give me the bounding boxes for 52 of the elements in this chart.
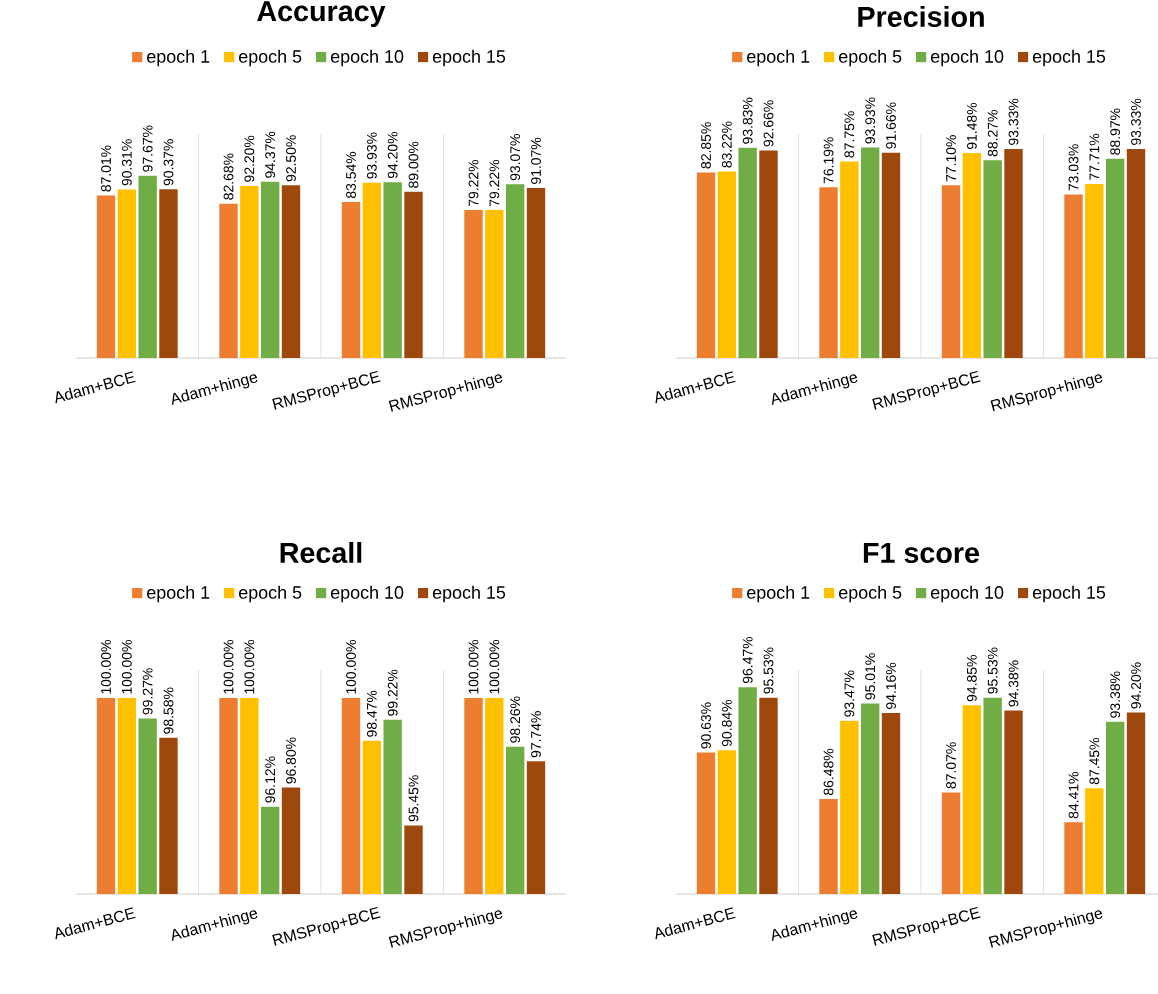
bar	[1064, 194, 1083, 358]
bar	[260, 181, 280, 358]
bar	[1085, 183, 1104, 358]
bar	[159, 189, 178, 358]
bar	[1105, 158, 1125, 358]
chart-title: F1 score	[863, 542, 979, 564]
bar	[941, 185, 961, 358]
bar	[1126, 148, 1146, 358]
bar	[281, 185, 301, 358]
chart-title: Recall	[280, 541, 362, 564]
legend-label: epoch 15	[1032, 585, 1106, 603]
bar	[138, 175, 157, 358]
bar	[341, 202, 361, 358]
bar	[404, 191, 423, 358]
bar	[1004, 148, 1023, 358]
bar	[362, 182, 382, 358]
legend-label: epoch 1	[747, 585, 810, 603]
bar	[526, 187, 546, 358]
legend-label: epoch 5	[839, 49, 902, 67]
bar	[96, 195, 116, 358]
bar	[240, 185, 259, 358]
bar	[505, 184, 525, 358]
legend-label: epoch 15	[1032, 49, 1106, 67]
legend-label: epoch 5	[839, 585, 902, 603]
bar	[383, 182, 402, 358]
chart-title: Precision	[858, 5, 984, 27]
bar	[738, 147, 757, 358]
bar	[696, 172, 716, 358]
bar	[962, 153, 982, 358]
legend-label: epoch 10	[330, 49, 404, 67]
legend-label: epoch 15	[432, 49, 506, 67]
bar	[219, 203, 238, 358]
bar	[485, 210, 504, 358]
bar	[819, 187, 838, 358]
bar	[717, 171, 737, 358]
legend-label: epoch 1	[747, 49, 810, 67]
chart-title: Accuracy	[257, 1, 386, 28]
legend-label: epoch 10	[930, 49, 1004, 67]
bar	[983, 160, 1002, 358]
bar	[464, 210, 483, 358]
legend-label: epoch 5	[239, 585, 302, 603]
legend-label: epoch 10	[930, 585, 1004, 603]
bar	[860, 147, 880, 358]
bar	[117, 189, 137, 358]
bar	[881, 152, 901, 358]
legend-label: epoch 1	[147, 585, 210, 603]
legend-label: epoch 1	[147, 49, 210, 67]
legend-label: epoch 5	[239, 49, 302, 67]
legend-label: epoch 10	[330, 585, 404, 603]
legend-label: epoch 15	[432, 585, 506, 603]
bar	[840, 161, 859, 358]
bar	[759, 150, 778, 358]
